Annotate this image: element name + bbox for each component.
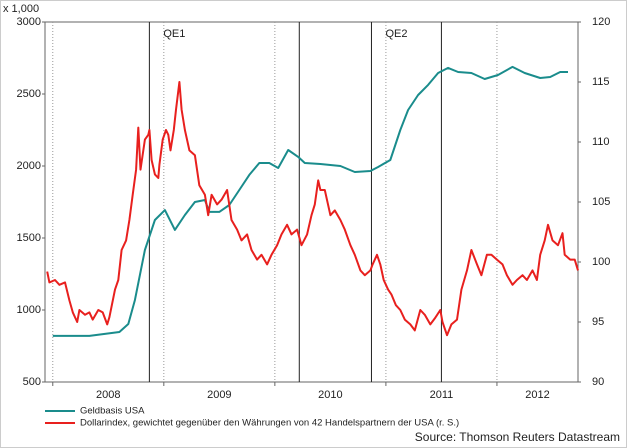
event-label: QE1 [163, 28, 185, 40]
x-tick-label: 2010 [318, 389, 342, 401]
y-tick-label: 500 [23, 376, 41, 388]
y-tick-label: 1000 [17, 304, 41, 316]
source: Source: Thomson Reuters Datastream [415, 430, 620, 444]
legend-label: Dollarindex, gewichtet gegenüber den Wäh… [80, 418, 459, 429]
y2-tick-label: 115 [592, 76, 610, 88]
plot-area [44, 21, 579, 383]
legend-label: Geldbasis USA [80, 406, 145, 417]
x-tick-label: 2012 [525, 389, 549, 401]
series-line [52, 65, 568, 337]
y2-tick-label: 110 [592, 136, 610, 148]
y-tick-label: 2500 [17, 88, 41, 100]
y2-tick-label: 95 [592, 316, 604, 328]
event-label: QE2 [385, 28, 407, 40]
y-tick-label: 3000 [17, 16, 41, 28]
y2-tick-label: 90 [592, 376, 604, 388]
series-line [46, 81, 579, 337]
x-tick-label: 2011 [430, 389, 454, 401]
x-tick-label: 2008 [96, 389, 120, 401]
x-tick-label: 2009 [207, 389, 231, 401]
y-tick-label: 1500 [17, 232, 41, 244]
y-tick-label: 2000 [17, 160, 41, 172]
y2-tick-label: 100 [592, 256, 610, 268]
y-unit-label: x 1,000 [3, 3, 39, 15]
y2-tick-label: 105 [592, 196, 610, 208]
y2-tick-label: 120 [592, 16, 610, 28]
